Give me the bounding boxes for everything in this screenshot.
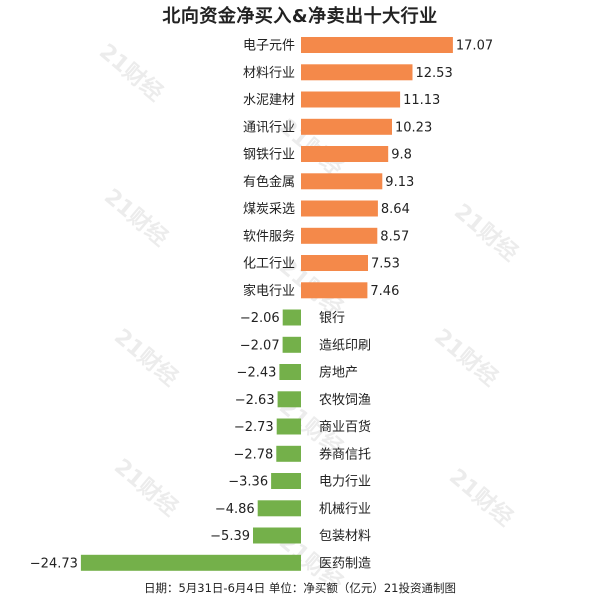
bar	[276, 418, 301, 435]
value-label: 9.13	[385, 175, 414, 190]
category-label: 通讯行业	[243, 120, 295, 135]
category-label: 机械行业	[319, 502, 371, 517]
value-label: 12.53	[416, 66, 453, 81]
bar	[253, 527, 301, 544]
bar	[301, 255, 368, 271]
category-label: 包装材料	[319, 529, 371, 544]
category-label: 电力行业	[319, 475, 371, 490]
category-label: 钢铁行业	[243, 148, 295, 163]
category-label: 软件服务	[243, 228, 295, 244]
category-label: 农牧饲渔	[319, 393, 371, 408]
bar	[301, 146, 389, 162]
bar	[301, 173, 383, 190]
value-label: 10.23	[395, 120, 432, 135]
category-label: 家电行业	[243, 283, 295, 299]
category-label: 造纸印刷	[319, 338, 371, 353]
bar	[301, 227, 378, 244]
bar	[276, 445, 301, 462]
bar	[271, 473, 301, 489]
bar	[301, 282, 368, 299]
value-label: −2.78	[233, 447, 273, 462]
value-label: −24.73	[30, 556, 78, 571]
value-label: −2.63	[235, 393, 275, 408]
value-label: 7.46	[370, 284, 399, 299]
value-label: 9.8	[391, 148, 412, 163]
bar	[80, 554, 302, 571]
category-label: 房地产	[319, 365, 358, 381]
chart-title: 北向资金净买入&净卖出十大行业	[162, 6, 438, 27]
value-label: −2.06	[240, 311, 280, 326]
bar	[301, 64, 413, 81]
value-label: −5.39	[210, 529, 250, 544]
bar	[279, 364, 301, 380]
category-label: 煤炭采选	[243, 202, 295, 217]
category-label: 有色金属	[243, 174, 295, 190]
value-label: −4.86	[215, 502, 255, 517]
chart-footer: 日期：5月31日-6月4日 单位：净买额（亿元）21投资通制图	[143, 581, 457, 595]
category-label: 材料行业	[243, 66, 295, 81]
value-label: 11.13	[403, 93, 440, 108]
value-label: −2.43	[237, 366, 277, 381]
bar	[301, 37, 453, 53]
bar	[301, 200, 378, 217]
category-label: 商业百货	[319, 419, 371, 435]
category-label: 银行	[319, 311, 345, 326]
value-label: 17.07	[456, 39, 493, 54]
category-label: 电子元件	[243, 39, 295, 54]
value-label: 7.53	[371, 257, 400, 272]
category-label: 水泥建材	[243, 93, 295, 108]
bar	[301, 91, 401, 108]
bar	[301, 118, 392, 135]
value-label: −3.36	[228, 475, 268, 490]
bar	[277, 391, 301, 408]
category-label: 券商信托	[319, 446, 371, 462]
value-label: 8.57	[380, 229, 409, 244]
category-label: 化工行业	[243, 257, 295, 272]
bar	[257, 500, 301, 517]
value-label: 8.64	[381, 202, 410, 217]
bar	[282, 309, 301, 326]
value-label: −2.73	[234, 420, 274, 435]
bar	[282, 336, 301, 353]
value-label: −2.07	[240, 338, 280, 353]
category-label: 医药制造	[319, 556, 371, 571]
